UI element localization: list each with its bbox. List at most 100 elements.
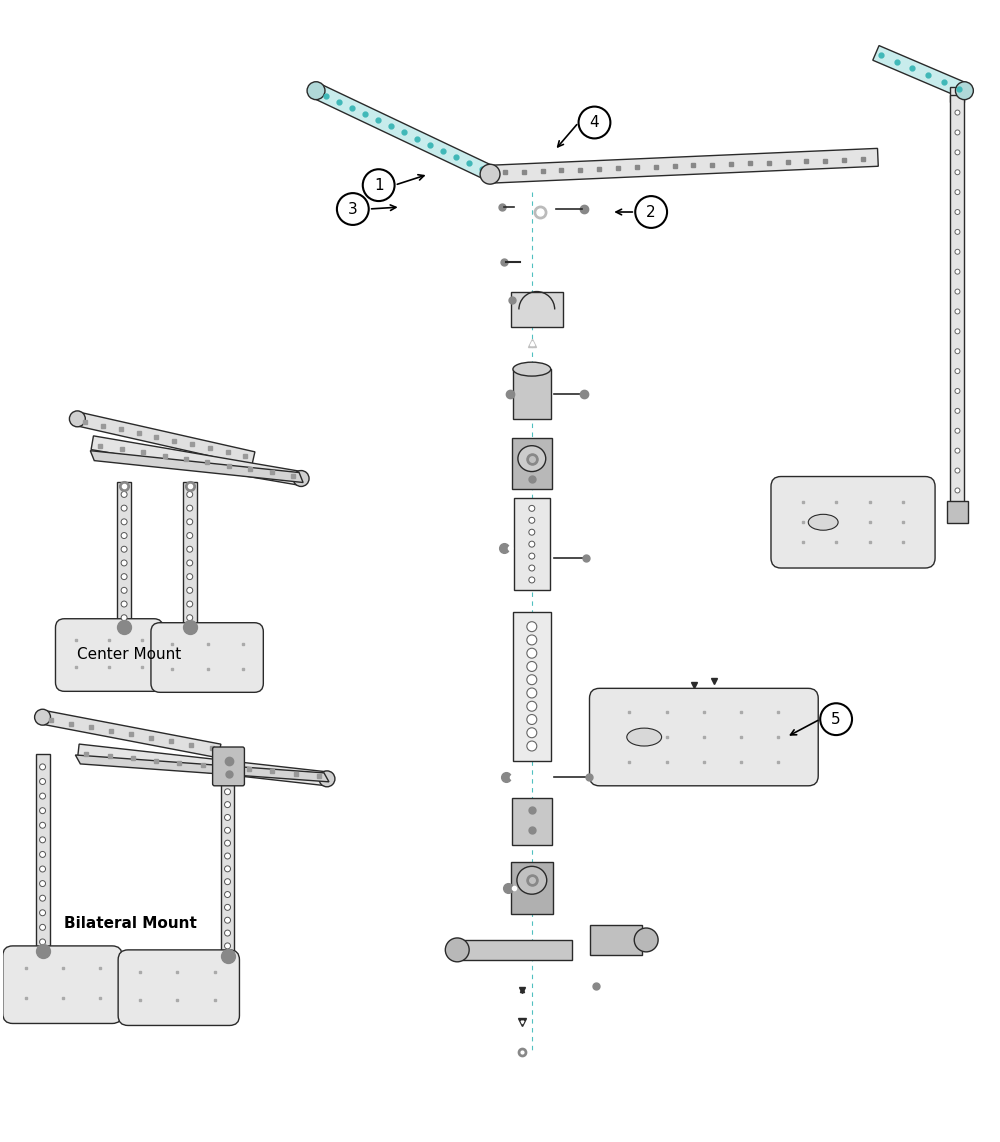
Circle shape <box>40 764 46 770</box>
Circle shape <box>225 943 231 949</box>
Circle shape <box>955 488 960 493</box>
Polygon shape <box>90 451 303 482</box>
Circle shape <box>40 807 46 813</box>
Bar <box>91 436 302 485</box>
Circle shape <box>955 130 960 135</box>
Circle shape <box>225 841 231 846</box>
Circle shape <box>955 230 960 234</box>
Circle shape <box>121 546 127 553</box>
FancyBboxPatch shape <box>55 619 163 691</box>
Circle shape <box>955 289 960 293</box>
Bar <box>462 940 572 959</box>
Text: 4: 4 <box>590 115 599 130</box>
Circle shape <box>225 789 231 795</box>
Circle shape <box>225 892 231 898</box>
Circle shape <box>527 649 537 658</box>
Polygon shape <box>75 755 329 782</box>
Bar <box>590 925 642 955</box>
Circle shape <box>40 895 46 901</box>
Bar <box>873 46 968 98</box>
Circle shape <box>121 573 127 580</box>
FancyBboxPatch shape <box>590 689 818 786</box>
Circle shape <box>955 170 960 175</box>
Bar <box>513 612 551 761</box>
Text: 3: 3 <box>348 201 358 217</box>
Circle shape <box>121 601 127 608</box>
Circle shape <box>40 822 46 828</box>
Circle shape <box>225 866 231 871</box>
Text: 2: 2 <box>646 204 656 219</box>
Bar <box>511 862 553 914</box>
Ellipse shape <box>513 362 551 376</box>
Circle shape <box>445 938 469 962</box>
Circle shape <box>527 661 537 671</box>
Circle shape <box>527 701 537 711</box>
Bar <box>41 710 221 758</box>
Circle shape <box>187 505 193 512</box>
Circle shape <box>225 827 231 834</box>
Circle shape <box>187 587 193 594</box>
Bar <box>78 745 328 786</box>
Circle shape <box>40 866 46 872</box>
Ellipse shape <box>517 867 547 894</box>
Circle shape <box>955 270 960 274</box>
Circle shape <box>225 853 231 859</box>
Circle shape <box>955 468 960 473</box>
Circle shape <box>187 601 193 608</box>
Circle shape <box>121 505 127 512</box>
Circle shape <box>40 880 46 886</box>
Circle shape <box>955 409 960 413</box>
Circle shape <box>579 106 610 138</box>
Circle shape <box>529 565 535 571</box>
Circle shape <box>955 348 960 354</box>
Circle shape <box>955 428 960 433</box>
Circle shape <box>35 709 51 725</box>
Bar <box>221 779 234 956</box>
Circle shape <box>527 675 537 685</box>
FancyBboxPatch shape <box>213 747 244 786</box>
Circle shape <box>955 309 960 314</box>
Circle shape <box>225 917 231 923</box>
Bar <box>512 437 552 490</box>
Text: 5: 5 <box>831 711 841 726</box>
Circle shape <box>529 541 535 547</box>
Bar <box>490 148 878 183</box>
Circle shape <box>187 546 193 553</box>
Circle shape <box>955 209 960 215</box>
Bar <box>117 482 131 627</box>
Circle shape <box>187 532 193 539</box>
Circle shape <box>121 560 127 566</box>
Circle shape <box>40 910 46 916</box>
Circle shape <box>955 249 960 255</box>
Bar <box>512 798 552 845</box>
Circle shape <box>527 687 537 698</box>
Bar <box>950 95 964 510</box>
Bar <box>76 412 255 466</box>
Circle shape <box>955 150 960 155</box>
Bar <box>511 291 563 328</box>
Circle shape <box>955 388 960 394</box>
Circle shape <box>121 491 127 498</box>
Circle shape <box>955 329 960 333</box>
Circle shape <box>187 491 193 498</box>
Circle shape <box>225 904 231 910</box>
Circle shape <box>187 614 193 621</box>
Circle shape <box>635 196 667 228</box>
Circle shape <box>480 164 500 184</box>
Circle shape <box>529 553 535 560</box>
Circle shape <box>955 110 960 115</box>
Circle shape <box>40 852 46 858</box>
Circle shape <box>319 771 335 787</box>
Circle shape <box>820 703 852 735</box>
Circle shape <box>121 614 127 621</box>
Bar <box>514 498 550 590</box>
Circle shape <box>955 369 960 373</box>
Circle shape <box>955 190 960 194</box>
FancyBboxPatch shape <box>771 476 935 568</box>
Circle shape <box>40 837 46 843</box>
Circle shape <box>40 939 46 944</box>
Circle shape <box>225 878 231 885</box>
Circle shape <box>529 517 535 523</box>
Circle shape <box>337 193 369 225</box>
FancyBboxPatch shape <box>3 946 122 1023</box>
